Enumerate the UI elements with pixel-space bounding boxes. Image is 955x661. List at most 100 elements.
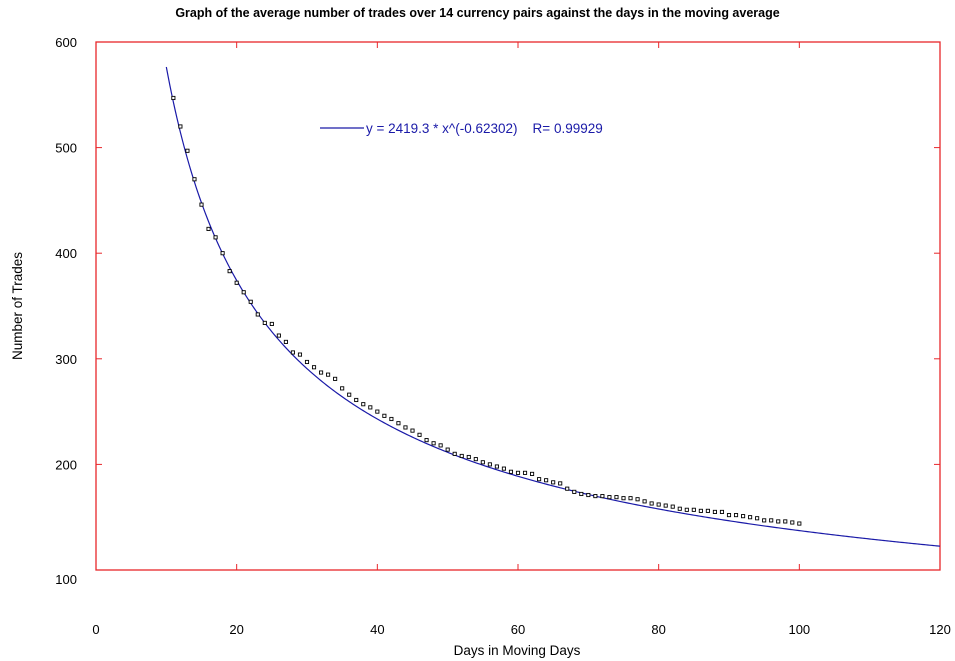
data-point (663, 503, 668, 508)
axis-ticks (96, 42, 940, 570)
data-point (487, 462, 492, 467)
data-point (354, 397, 359, 403)
data-point (586, 492, 591, 498)
data-point (319, 370, 324, 375)
data-point (227, 269, 232, 274)
x-tick-labels: 0 20 40 60 80 100 120 (92, 622, 950, 637)
data-point (459, 453, 464, 459)
data-points (171, 95, 802, 526)
data-point (311, 365, 317, 370)
data-point (494, 464, 499, 469)
y-tick-labels: 100 200 300 400 500 600 (55, 35, 77, 587)
chart-title: Graph of the average number of trades ov… (175, 6, 780, 20)
data-point (755, 516, 760, 521)
data-point (269, 321, 274, 327)
y-tick-label: 300 (55, 352, 77, 367)
data-point (530, 471, 535, 476)
data-point (565, 486, 570, 491)
data-point (445, 447, 450, 452)
data-point (522, 470, 528, 475)
y-tick-label: 100 (55, 572, 77, 587)
data-point (551, 480, 556, 485)
data-point (424, 438, 429, 443)
x-tick-label: 60 (511, 622, 525, 637)
data-point (192, 177, 197, 182)
data-point (762, 518, 767, 523)
x-axis-label: Days in Moving Days (454, 643, 581, 658)
data-point (248, 299, 253, 304)
data-point (220, 251, 225, 256)
data-point (262, 320, 267, 325)
data-point (347, 392, 352, 397)
data-point (283, 339, 288, 344)
data-point (698, 508, 703, 513)
data-point (769, 518, 774, 523)
x-tick-label: 120 (929, 622, 951, 637)
x-tick-label: 40 (370, 622, 384, 637)
data-point (480, 460, 485, 465)
y-tick-label: 500 (55, 141, 77, 156)
data-point (712, 509, 717, 514)
data-point (396, 421, 401, 426)
data-point (544, 478, 549, 483)
x-tick-label: 80 (651, 622, 665, 637)
legend-text: y = 2419.3 * x^(-0.62302) R= 0.99929 (366, 121, 603, 136)
data-point (241, 290, 246, 295)
data-point (684, 507, 689, 512)
y-tick-label: 400 (55, 246, 77, 261)
data-point (368, 405, 373, 410)
fit-curve (165, 66, 941, 547)
data-point (600, 494, 605, 499)
data-point (234, 280, 239, 285)
data-point (783, 519, 788, 524)
data-point (537, 477, 542, 482)
data-point (171, 95, 176, 101)
x-tick-label: 20 (229, 622, 243, 637)
data-point (621, 496, 626, 501)
data-point (417, 432, 422, 437)
data-point (656, 502, 661, 507)
y-axis-label: Number of Trades (10, 252, 25, 360)
data-point (438, 443, 443, 448)
legend: y = 2419.3 * x^(-0.62302) R= 0.99929 (320, 121, 603, 136)
data-point (199, 202, 204, 207)
data-point (466, 454, 471, 460)
data-point (670, 504, 675, 509)
data-point (748, 515, 753, 520)
data-point (501, 466, 506, 471)
y-tick-label: 200 (55, 457, 77, 472)
data-point (389, 416, 394, 422)
data-point (255, 312, 260, 317)
data-point (635, 497, 640, 502)
data-point (719, 509, 725, 514)
data-point (691, 507, 696, 512)
data-point (797, 521, 802, 526)
data-point (473, 457, 478, 462)
data-point (431, 441, 436, 446)
data-point (593, 494, 598, 499)
data-point (572, 489, 577, 494)
data-point (733, 513, 739, 518)
data-point (403, 425, 408, 430)
data-point (333, 376, 338, 381)
data-point (206, 226, 211, 231)
data-point (649, 501, 654, 506)
data-point (558, 481, 563, 486)
data-point (304, 359, 310, 365)
x-tick-label: 0 (92, 622, 99, 637)
data-point (297, 352, 303, 357)
data-point (382, 413, 387, 418)
y-tick-label: 600 (55, 35, 77, 50)
data-point (628, 496, 633, 501)
data-point (607, 495, 612, 500)
data-point (515, 470, 521, 475)
data-point (741, 514, 746, 519)
data-point (790, 520, 795, 525)
x-tick-label: 100 (788, 622, 810, 637)
data-point (185, 148, 190, 153)
data-point (361, 402, 366, 407)
data-point (677, 506, 682, 511)
data-point (508, 469, 514, 474)
data-point (705, 508, 710, 513)
